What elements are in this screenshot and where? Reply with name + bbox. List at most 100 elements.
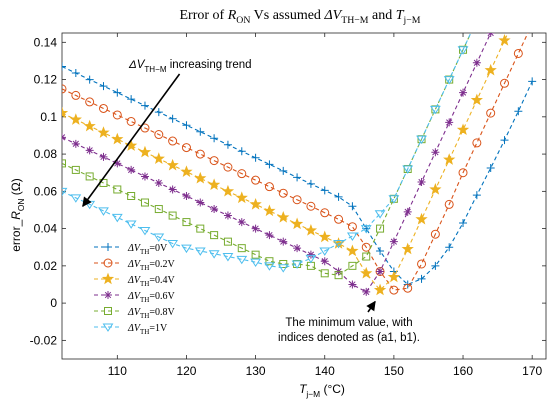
data-point (320, 257, 329, 266)
data-point (348, 261, 357, 270)
x-tick-label: 150 (384, 364, 404, 378)
data-point (127, 165, 136, 174)
data-point (222, 253, 234, 262)
trend-annotation: ΔVTH−M increasing trend (128, 59, 252, 74)
data-point (237, 244, 246, 253)
data-point (168, 211, 177, 220)
legend-label: ΔVTH=0V (127, 243, 168, 256)
data-point (472, 58, 481, 67)
axis-ticks: 110 120 130 140 150 160 170 -0.02 0 0.02 0.04 0.06 0… (30, 33, 546, 378)
data-point (472, 138, 482, 148)
data-point (127, 192, 136, 200)
data-point (290, 217, 304, 230)
data-point (319, 247, 331, 256)
y-axis-label: error_RON (Ω) (9, 178, 26, 252)
x-axis-label: Tj−M (°C) (299, 382, 345, 399)
data-point (250, 258, 262, 268)
data-point (265, 257, 274, 266)
data-point (223, 162, 233, 172)
data-point (443, 76, 455, 85)
data-point (168, 136, 178, 146)
data-point (429, 105, 441, 115)
data-point (126, 116, 136, 126)
y-tick-label: 0.08 (34, 147, 58, 161)
data-point (70, 194, 82, 203)
data-point (293, 244, 302, 253)
data-point (265, 231, 274, 240)
data-point (208, 178, 221, 191)
data-point (97, 126, 110, 138)
data-point (249, 197, 262, 210)
series-line (62, 33, 529, 291)
data-point (194, 247, 206, 256)
data-point (194, 171, 207, 184)
data-point (263, 204, 276, 217)
data-point (389, 285, 399, 295)
data-point (376, 246, 385, 255)
y-tick-label: 0.1 (40, 110, 57, 124)
data-point (277, 264, 289, 273)
data-point (251, 153, 260, 162)
data-point (209, 156, 219, 166)
annotation-layer: ΔVTH−M increasing trend The minimum value… (82, 59, 420, 344)
data-point (388, 195, 400, 204)
data-point (210, 134, 219, 143)
data-point (500, 78, 510, 88)
data-point (277, 210, 290, 223)
data-point (98, 103, 108, 113)
data-point (83, 119, 96, 132)
x-tick-label: 110 (108, 364, 127, 378)
data-point (376, 267, 385, 276)
y-tick-label: 0.04 (34, 222, 58, 236)
data-point (279, 237, 288, 246)
data-point (416, 135, 427, 145)
x-tick-label: 140 (315, 364, 335, 378)
x-tick-label: 170 (522, 364, 542, 378)
data-point (417, 259, 427, 269)
data-point (113, 185, 122, 194)
data-point (429, 183, 442, 195)
series-1 (62, 33, 529, 295)
legend-marker (104, 291, 112, 299)
data-point (71, 139, 80, 148)
data-point (456, 123, 470, 136)
series-2 (62, 33, 511, 296)
data-point (445, 118, 454, 127)
data-point (334, 192, 343, 201)
data-point (168, 114, 177, 123)
data-point (195, 149, 205, 159)
y-tick-label: 0 (50, 296, 57, 310)
data-point (305, 254, 317, 264)
data-point (85, 97, 95, 107)
minimum-annotation-line1: The minimum value, with (285, 317, 412, 329)
data-point (69, 113, 82, 125)
legend-entry: ΔVTH=0.2V (94, 258, 175, 272)
data-point (251, 250, 260, 259)
data-point (237, 147, 246, 156)
minimum-annotation-line2: indices denoted as (a1, b1). (278, 332, 420, 344)
data-point (85, 146, 94, 155)
data-point (154, 178, 163, 187)
data-point (221, 184, 235, 197)
data-point (457, 46, 469, 55)
data-point (459, 219, 468, 228)
data-point (514, 107, 523, 116)
data-point (403, 283, 413, 293)
data-point (320, 208, 330, 218)
legend-entry: ΔVTH=0.4V (94, 272, 175, 288)
data-point (113, 159, 122, 168)
data-point (223, 237, 232, 246)
data-point (196, 224, 205, 233)
data-point (71, 165, 80, 174)
data-point (166, 158, 179, 171)
legend-label: ΔVTH=0.8V (127, 307, 175, 320)
data-point (251, 224, 260, 233)
data-point (264, 262, 275, 271)
data-point (500, 136, 509, 145)
data-point (498, 34, 511, 46)
data-point (113, 88, 122, 97)
data-point (152, 152, 165, 164)
data-point (486, 164, 495, 173)
data-point (62, 84, 67, 94)
